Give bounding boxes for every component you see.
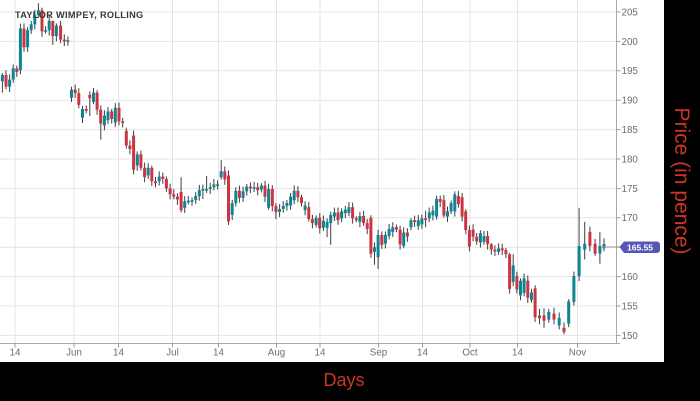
- svg-text:Jun: Jun: [66, 348, 82, 359]
- svg-text:170: 170: [622, 213, 639, 224]
- svg-text:190: 190: [622, 96, 639, 107]
- svg-text:14: 14: [113, 348, 124, 359]
- svg-text:165.55: 165.55: [627, 243, 653, 253]
- svg-text:Nov: Nov: [569, 348, 587, 359]
- svg-text:200: 200: [622, 37, 639, 48]
- svg-text:Jul: Jul: [166, 348, 179, 359]
- svg-text:Sep: Sep: [370, 348, 388, 359]
- svg-text:TAYLOR WIMPEY, ROLLING: TAYLOR WIMPEY, ROLLING: [15, 10, 144, 20]
- svg-text:14: 14: [213, 348, 224, 359]
- svg-text:185: 185: [622, 125, 639, 136]
- svg-text:14: 14: [315, 348, 326, 359]
- svg-text:205: 205: [622, 7, 639, 18]
- svg-text:14: 14: [512, 348, 523, 359]
- svg-text:180: 180: [622, 154, 639, 165]
- svg-text:150: 150: [622, 331, 639, 342]
- svg-text:14: 14: [10, 348, 21, 359]
- svg-text:175: 175: [622, 184, 639, 195]
- svg-text:Oct: Oct: [462, 348, 478, 359]
- svg-text:160: 160: [622, 272, 639, 283]
- svg-text:155: 155: [622, 301, 639, 312]
- svg-text:Aug: Aug: [268, 348, 285, 359]
- svg-text:195: 195: [622, 66, 639, 77]
- svg-text:14: 14: [417, 348, 428, 359]
